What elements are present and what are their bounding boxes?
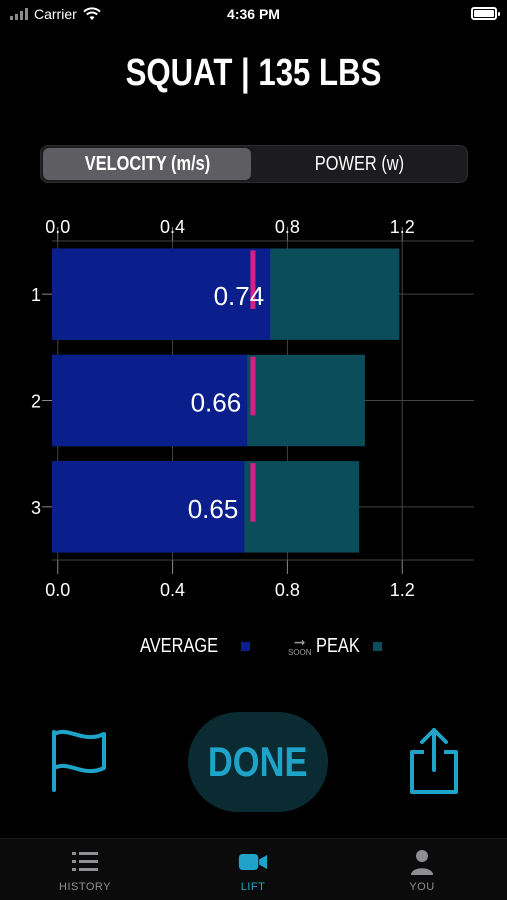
x-tick-label-bottom: 0.4 (160, 580, 185, 600)
category-label: 3 (31, 498, 41, 518)
x-tick-label-bottom: 1.2 (390, 580, 415, 600)
category-label: 2 (31, 392, 41, 412)
done-button[interactable]: DONE (188, 712, 328, 812)
page-title: SQUAT | 135 LBS (125, 52, 382, 94)
legend-average: AVERAGE (140, 635, 251, 658)
legend-average-swatch (241, 642, 251, 651)
tab-you[interactable]: YOU (362, 849, 482, 893)
category-label: 1 (31, 285, 41, 305)
tab-history[interactable]: HISTORY (25, 849, 145, 893)
segment-power-label: POWER (w) (314, 152, 404, 175)
x-tick-label-bottom: 0.0 (45, 580, 70, 600)
list-icon (72, 852, 98, 871)
data-label: 0.65 (188, 494, 239, 524)
velocity-chart: 0.0 0.0 0.4 0.4 0.8 0.8 1.2 1.2 1 0.74 2 0.66 3 0.65 (0, 205, 507, 605)
signal-icon (10, 8, 28, 20)
status-time: 4:36 PM (227, 6, 280, 22)
segment-velocity-label: VELOCITY (m/s) (84, 152, 210, 175)
legend-peak: ➞ SOON PEAK (288, 635, 382, 658)
person-icon (411, 850, 433, 875)
rep-marker (250, 463, 256, 522)
tab-you-label: YOU (409, 881, 435, 893)
tab-history-label: HISTORY (59, 881, 111, 893)
x-tick-label-bottom: 0.8 (275, 580, 300, 600)
flag-icon (52, 730, 106, 792)
action-row: DONE (0, 708, 507, 818)
tab-lift-label: LIFT (240, 881, 266, 893)
carrier-label: Carrier (34, 6, 77, 22)
battery-icon (471, 7, 500, 20)
metric-segmented-control: VELOCITY (m/s) POWER (w) (40, 145, 468, 183)
done-button-label: DONE (208, 738, 308, 785)
x-tick-label-top: 0.4 (160, 217, 185, 237)
soon-badge: ➞ SOON (288, 634, 312, 657)
rep-marker (250, 250, 256, 309)
flag-button[interactable] (48, 728, 112, 794)
wifi-icon (83, 7, 101, 20)
share-icon (410, 728, 458, 794)
velocity-chart-svg: 0.0 0.0 0.4 0.4 0.8 0.8 1.2 1.2 1 0.74 2 0.66 3 0.65 (31, 217, 474, 600)
legend-peak-swatch (372, 642, 382, 651)
soon-label: SOON (288, 648, 312, 657)
status-bar: Carrier 4:36 PM (0, 0, 507, 30)
data-label: 0.66 (191, 388, 242, 418)
segment-velocity[interactable]: VELOCITY (m/s) (43, 148, 251, 180)
average-bar (52, 354, 248, 447)
x-tick-label-top: 0.8 (275, 217, 300, 237)
status-left: Carrier (10, 6, 101, 22)
segment-power[interactable]: POWER (w) (253, 148, 465, 180)
average-bar (52, 461, 245, 553)
tab-bar: HISTORY LIFT YOU (0, 838, 507, 900)
average-bar (52, 248, 271, 340)
x-tick-label-top: 0.0 (45, 217, 70, 237)
x-tick-label-top: 1.2 (390, 217, 415, 237)
arrow-right-icon: ➞ (293, 634, 306, 650)
legend-average-label: AVERAGE (140, 635, 219, 657)
video-camera-icon (238, 854, 268, 870)
share-button[interactable] (406, 726, 462, 796)
rep-marker (250, 356, 256, 416)
chart-legend: AVERAGE ➞ SOON PEAK (0, 635, 507, 665)
legend-peak-label: PEAK (315, 635, 360, 657)
data-label: 0.74 (214, 281, 265, 311)
tab-lift[interactable]: LIFT (193, 849, 313, 893)
